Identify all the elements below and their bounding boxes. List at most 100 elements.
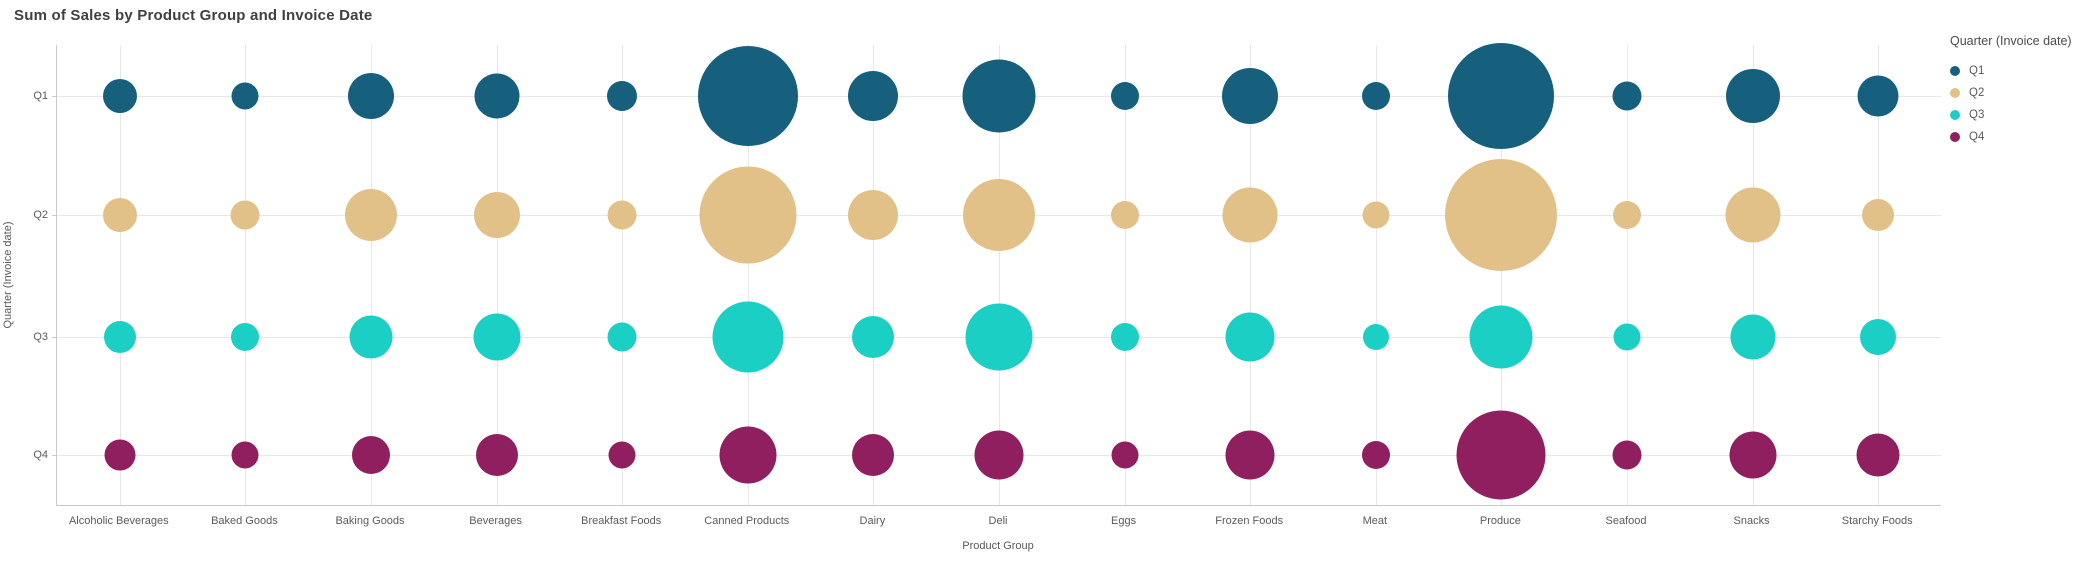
bubble-q3-deli[interactable] bbox=[965, 303, 1033, 371]
bubble-q4-snacks[interactable] bbox=[1729, 431, 1777, 479]
bubble-q2-produce[interactable] bbox=[1445, 159, 1558, 272]
bubble-q1-seafood[interactable] bbox=[1612, 81, 1642, 111]
bubble-q3-dairy[interactable] bbox=[852, 316, 895, 359]
x-axis-label-frozen-foods[interactable]: Frozen Foods bbox=[1215, 515, 1284, 527]
bubble-q1-baked-goods[interactable] bbox=[231, 82, 259, 110]
vertical-gridline bbox=[371, 45, 372, 505]
bubble-q2-canned-products[interactable] bbox=[699, 166, 797, 264]
x-axis-label-deli[interactable]: Deli bbox=[988, 515, 1008, 527]
bubble-q4-alcoholic-beverages[interactable] bbox=[104, 439, 136, 471]
vertical-gridline bbox=[1250, 45, 1252, 505]
vertical-gridline bbox=[1124, 45, 1126, 505]
bubble-q3-eggs[interactable] bbox=[1110, 323, 1139, 352]
x-axis-label-baking-goods[interactable]: Baking Goods bbox=[335, 515, 405, 527]
bubble-q2-meat[interactable] bbox=[1362, 201, 1390, 229]
bubble-q1-dairy[interactable] bbox=[848, 71, 899, 122]
bubble-q4-beverages[interactable] bbox=[475, 433, 518, 476]
legend-item-q3[interactable]: Q3 bbox=[1950, 104, 2090, 126]
bubble-q4-canned-products[interactable] bbox=[719, 426, 777, 484]
legend-item-q2[interactable]: Q2 bbox=[1950, 82, 2090, 104]
bubble-q3-baked-goods[interactable] bbox=[231, 323, 260, 352]
plot-area bbox=[56, 43, 1941, 506]
bubble-q1-baking-goods[interactable] bbox=[348, 73, 394, 120]
bubble-q2-baking-goods[interactable] bbox=[345, 189, 397, 242]
bubble-q1-eggs[interactable] bbox=[1110, 82, 1139, 111]
y-axis-label-q4[interactable]: Q4 bbox=[33, 448, 48, 461]
x-axis-label-beverages[interactable]: Beverages bbox=[469, 515, 522, 527]
bubble-q2-beverages[interactable] bbox=[473, 192, 520, 239]
bubble-q4-dairy[interactable] bbox=[852, 433, 895, 476]
x-axis-label-starchy-foods[interactable]: Starchy Foods bbox=[1841, 515, 1913, 527]
y-axis-label-q1[interactable]: Q1 bbox=[33, 90, 48, 103]
bubble-q4-breakfast-foods[interactable] bbox=[608, 441, 636, 469]
vertical-gridline bbox=[622, 45, 624, 505]
bubble-q2-frozen-foods[interactable] bbox=[1222, 187, 1278, 243]
bubble-q3-snacks[interactable] bbox=[1730, 314, 1776, 360]
legend-item-q4[interactable]: Q4 bbox=[1950, 126, 2090, 148]
vertical-gridline bbox=[1752, 45, 1754, 505]
bubble-q1-frozen-foods[interactable] bbox=[1222, 68, 1279, 125]
vertical-gridline bbox=[1627, 45, 1628, 505]
bubble-q3-starchy-foods[interactable] bbox=[1860, 319, 1897, 356]
bubble-q1-produce[interactable] bbox=[1448, 43, 1555, 150]
bubble-q3-meat[interactable] bbox=[1362, 324, 1389, 351]
x-axis-label-eggs[interactable]: Eggs bbox=[1111, 515, 1137, 527]
x-axis-label-canned-products[interactable]: Canned Products bbox=[704, 515, 790, 527]
bubble-q2-eggs[interactable] bbox=[1110, 201, 1139, 230]
bubble-q2-snacks[interactable] bbox=[1725, 187, 1781, 243]
legend-item-q1[interactable]: Q1 bbox=[1950, 60, 2090, 82]
bubble-q2-starchy-foods[interactable] bbox=[1862, 199, 1895, 232]
bubble-q1-deli[interactable] bbox=[962, 59, 1036, 133]
y-axis-title: Quarter (Invoice date) bbox=[2, 221, 14, 329]
bubble-q1-meat[interactable] bbox=[1361, 82, 1390, 111]
bubble-q3-frozen-foods[interactable] bbox=[1225, 312, 1275, 362]
bubble-q4-deli[interactable] bbox=[974, 430, 1024, 480]
bubble-q3-baking-goods[interactable] bbox=[349, 315, 393, 359]
x-axis-label-breakfast-foods[interactable]: Breakfast Foods bbox=[581, 515, 662, 527]
bubble-q4-seafood[interactable] bbox=[1612, 440, 1642, 470]
bubble-q4-baked-goods[interactable] bbox=[231, 441, 259, 469]
x-axis-label-produce[interactable]: Produce bbox=[1479, 515, 1521, 527]
bubble-q1-alcoholic-beverages[interactable] bbox=[102, 79, 137, 114]
bubble-q3-seafood[interactable] bbox=[1613, 323, 1641, 351]
bubble-q3-produce[interactable] bbox=[1469, 305, 1533, 369]
bubble-q4-frozen-foods[interactable] bbox=[1225, 430, 1275, 480]
vertical-gridline bbox=[245, 45, 247, 505]
bubble-q3-beverages[interactable] bbox=[473, 313, 521, 361]
bubble-q4-eggs[interactable] bbox=[1111, 441, 1139, 469]
bubble-q2-alcoholic-beverages[interactable] bbox=[102, 198, 137, 233]
x-axis-label-alcoholic-beverages[interactable]: Alcoholic Beverages bbox=[68, 515, 169, 527]
x-axis-label-dairy[interactable]: Dairy bbox=[859, 515, 886, 527]
x-axis-title: Product Group bbox=[962, 540, 1034, 552]
vertical-gridline bbox=[999, 45, 1000, 505]
legend-dot-q4 bbox=[1950, 132, 1960, 142]
bubble-q2-breakfast-foods[interactable] bbox=[607, 200, 637, 230]
bubble-q1-snacks[interactable] bbox=[1725, 69, 1780, 124]
bubble-q2-baked-goods[interactable] bbox=[230, 200, 260, 230]
bubble-q1-starchy-foods[interactable] bbox=[1857, 75, 1899, 117]
bubble-q4-baking-goods[interactable] bbox=[352, 435, 390, 474]
bubble-q3-alcoholic-beverages[interactable] bbox=[103, 321, 136, 354]
bubble-q4-meat[interactable] bbox=[1361, 440, 1390, 469]
bubble-q4-starchy-foods[interactable] bbox=[1856, 433, 1900, 477]
x-axis-label-seafood[interactable]: Seafood bbox=[1605, 515, 1647, 527]
bubble-q1-canned-products[interactable] bbox=[697, 46, 798, 147]
bubble-q2-seafood[interactable] bbox=[1613, 201, 1641, 230]
bubble-q2-deli[interactable] bbox=[963, 179, 1035, 252]
bubble-q1-beverages[interactable] bbox=[474, 73, 520, 119]
chart-title: Sum of Sales by Product Group and Invoic… bbox=[14, 7, 373, 24]
x-axis-label-meat[interactable]: Meat bbox=[1362, 515, 1388, 527]
bubble-q4-produce[interactable] bbox=[1456, 410, 1546, 500]
x-axis-label-baked-goods[interactable]: Baked Goods bbox=[211, 515, 278, 527]
y-axis-label-q3[interactable]: Q3 bbox=[33, 331, 48, 344]
y-axis-tick bbox=[52, 215, 56, 217]
bubble-q2-dairy[interactable] bbox=[848, 190, 899, 241]
vertical-gridline bbox=[1501, 45, 1503, 505]
bubble-q3-canned-products[interactable] bbox=[712, 301, 784, 373]
bubble-q3-breakfast-foods[interactable] bbox=[607, 322, 637, 352]
vertical-gridline bbox=[1375, 45, 1377, 505]
y-axis-label-q2[interactable]: Q2 bbox=[33, 209, 48, 222]
x-axis-label-snacks[interactable]: Snacks bbox=[1733, 515, 1770, 527]
bubble-q1-breakfast-foods[interactable] bbox=[607, 81, 638, 112]
